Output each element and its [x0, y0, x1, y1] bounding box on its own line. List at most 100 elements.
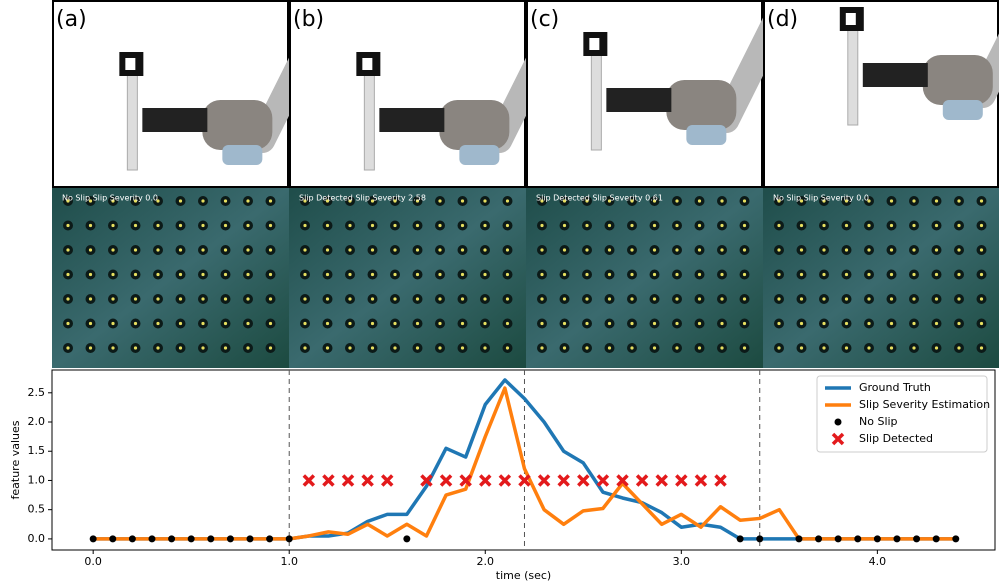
tactile-dot-center — [720, 223, 724, 228]
no-slip-point — [246, 535, 254, 543]
robot-arm — [969, 33, 999, 108]
aruco-inner — [362, 58, 373, 70]
tactile-dot-center — [562, 223, 567, 228]
tactile-dot-center — [844, 272, 849, 277]
no-slip-point — [873, 535, 881, 543]
tactile-dot-center — [540, 272, 544, 277]
tactile-dot-center — [393, 272, 397, 277]
tactile-dot-center — [607, 297, 612, 301]
tactile-dot-center — [325, 321, 330, 326]
slip-point — [635, 474, 649, 487]
tactile-dot-center — [483, 272, 487, 277]
tactile-dot-center — [88, 199, 93, 203]
tactile-dot-center — [697, 346, 702, 350]
tactile-dot-center — [156, 346, 160, 350]
tactile-dot-center — [303, 272, 307, 277]
tactile-dot-center — [585, 199, 589, 203]
tactile-dot-center — [201, 272, 205, 277]
tactile-dot-center — [223, 248, 228, 252]
tactile-dot-center — [979, 297, 984, 301]
no-slip-point — [795, 535, 803, 543]
tactile-dot-center — [505, 223, 510, 228]
slip-point — [714, 474, 727, 487]
tactile-dot-center — [303, 199, 307, 203]
tactile-dot-center — [607, 321, 612, 326]
tactile-dot-center — [223, 199, 228, 203]
tactile-dot-center — [348, 297, 352, 301]
y-tick-label: 1.0 — [28, 473, 46, 486]
tactile-dot-center — [675, 199, 679, 203]
no-slip-point — [207, 535, 215, 543]
tactile-dot-center — [370, 321, 375, 326]
tactile-dot-center — [867, 223, 871, 228]
no-slip-point — [913, 535, 921, 543]
tactile-dot-center — [652, 346, 657, 350]
tactile-dot-center — [133, 272, 138, 277]
tactile-dot-center — [415, 346, 420, 350]
tactile-dot-center — [415, 297, 420, 301]
tactile-dot-center — [111, 272, 115, 277]
gripper — [862, 63, 928, 87]
tactile-dot-center — [979, 248, 984, 252]
tactile-dot-center — [111, 248, 115, 252]
tactile-dot-center — [607, 248, 612, 252]
slip-point — [361, 474, 374, 487]
tactile-dot-center — [246, 346, 250, 350]
tactile-dot-center — [934, 297, 939, 301]
tactile-dot-center — [438, 199, 442, 203]
tactile-dot-center — [393, 248, 397, 252]
tactile-dot-center — [585, 248, 589, 252]
tactile-dot-center — [742, 321, 747, 326]
tactile-dot-center — [912, 346, 916, 350]
tactile-dot-center — [325, 272, 330, 277]
tactile-dot-center — [133, 297, 138, 301]
tactile-dot-center — [889, 223, 894, 228]
tactile-dot-center — [979, 346, 984, 350]
tactile-dot-center — [742, 248, 747, 252]
tactile-dot-center — [630, 248, 634, 252]
tactile-dot-center — [720, 321, 724, 326]
tactile-dot-center — [415, 199, 420, 203]
tactile-dot-center — [505, 248, 510, 252]
photo-frame — [289, 0, 526, 188]
tactile-dot-center — [133, 248, 138, 252]
tactile-dot-center — [505, 297, 510, 301]
slip-point — [694, 474, 708, 487]
tactile-dot-center — [111, 346, 115, 350]
tactile-dot-center — [111, 321, 115, 326]
tactile-dot-center — [889, 321, 894, 326]
tactile-dot-center — [979, 272, 984, 277]
tactile-dot-center — [562, 272, 567, 277]
y-tick-label: 1.5 — [28, 444, 46, 457]
tactile-dot-center — [562, 321, 567, 326]
tactile-dot-center — [822, 199, 826, 203]
slip-point — [381, 474, 394, 487]
tactile-dot-center — [201, 321, 205, 326]
tactile-dot-center — [370, 223, 375, 228]
slip-point — [557, 474, 570, 487]
tactile-dot-center — [630, 199, 634, 203]
legend-label: Ground Truth — [859, 381, 931, 394]
tactile-dot-center — [585, 321, 589, 326]
tactile-dot-center — [540, 223, 544, 228]
tactile-dot-center — [325, 248, 330, 252]
y-tick-label: 2.0 — [28, 415, 46, 428]
tactile-dot-center — [540, 346, 544, 350]
no-slip-point — [815, 535, 823, 543]
tactile-dot-center — [844, 223, 849, 228]
tactile-dot-center — [156, 297, 160, 301]
tactile-dot-center — [777, 223, 781, 228]
tactile-dot-center — [393, 321, 397, 326]
tactile-dot-center — [223, 346, 228, 350]
tactile-dot-center — [822, 297, 826, 301]
tactile-dot-center — [742, 346, 747, 350]
tactile-dot-center — [742, 272, 747, 277]
tactile-dot-center — [415, 321, 420, 326]
tactile-dot-center — [934, 248, 939, 252]
no-slip-point — [403, 535, 411, 543]
robot-joint — [202, 100, 273, 150]
tactile-dot-center — [223, 297, 228, 301]
slip-point — [479, 474, 492, 487]
panel-label: (c) — [530, 7, 559, 32]
